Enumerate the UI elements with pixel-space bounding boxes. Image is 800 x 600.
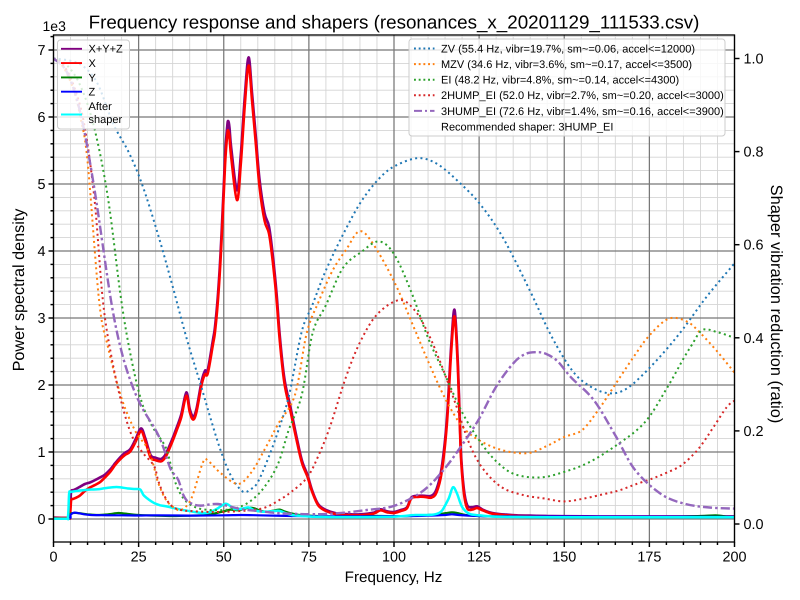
svg-text:X: X [89,58,97,70]
svg-text:0: 0 [37,512,45,528]
svg-text:125: 125 [467,550,491,566]
svg-text:1: 1 [37,445,45,461]
svg-text:Z: Z [89,87,96,99]
svg-text:175: 175 [637,550,661,566]
svg-text:1.0: 1.0 [744,52,764,68]
svg-text:Power spectral density: Power spectral density [10,208,28,372]
svg-text:MZV (34.6 Hz, vibr=3.6%, sm~=0: MZV (34.6 Hz, vibr=3.6%, sm~=0.17, accel… [441,59,692,71]
svg-text:0.8: 0.8 [744,145,764,161]
svg-text:shaper: shaper [89,114,123,126]
svg-text:Y: Y [89,72,97,84]
svg-text:Frequency response and shapers: Frequency response and shapers (resonanc… [89,12,700,33]
svg-text:X+Y+Z: X+Y+Z [89,44,124,56]
svg-text:After: After [89,101,113,113]
svg-text:4: 4 [37,244,45,260]
svg-text:6: 6 [37,110,45,126]
svg-text:200: 200 [722,550,746,566]
svg-text:1e3: 1e3 [43,18,67,34]
svg-text:2: 2 [37,378,45,394]
svg-text:2HUMP_EI (52.0 Hz, vibr=2.7%,: 2HUMP_EI (52.0 Hz, vibr=2.7%, sm~=0.20, … [441,90,724,102]
svg-text:3HUMP_EI (72.6 Hz, vibr=1.4%,: 3HUMP_EI (72.6 Hz, vibr=1.4%, sm~=0.16, … [441,106,724,118]
svg-text:25: 25 [131,550,147,566]
svg-text:0.6: 0.6 [744,238,764,254]
svg-text:5: 5 [37,177,45,193]
svg-text:0.2: 0.2 [744,424,764,440]
svg-text:0: 0 [49,550,57,566]
svg-text:EI (48.2 Hz, vibr=4.8%, sm~=0.: EI (48.2 Hz, vibr=4.8%, sm~=0.14, accel<… [441,75,679,87]
svg-text:ZV (55.4 Hz, vibr=19.7%, sm~=0: ZV (55.4 Hz, vibr=19.7%, sm~=0.06, accel… [441,43,695,55]
svg-text:7: 7 [37,43,45,59]
svg-text:75: 75 [301,550,317,566]
svg-text:0.4: 0.4 [744,331,764,347]
svg-text:150: 150 [552,550,576,566]
svg-text:Recommended shaper: 3HUMP_EI: Recommended shaper: 3HUMP_EI [441,121,613,133]
svg-text:0.0: 0.0 [744,517,764,533]
svg-text:50: 50 [216,550,232,566]
svg-text:3: 3 [37,311,45,327]
svg-text:Shaper vibration reduction (ra: Shaper vibration reduction (ratio) [767,185,785,424]
svg-text:Frequency, Hz: Frequency, Hz [345,569,443,586]
svg-text:100: 100 [382,550,406,566]
